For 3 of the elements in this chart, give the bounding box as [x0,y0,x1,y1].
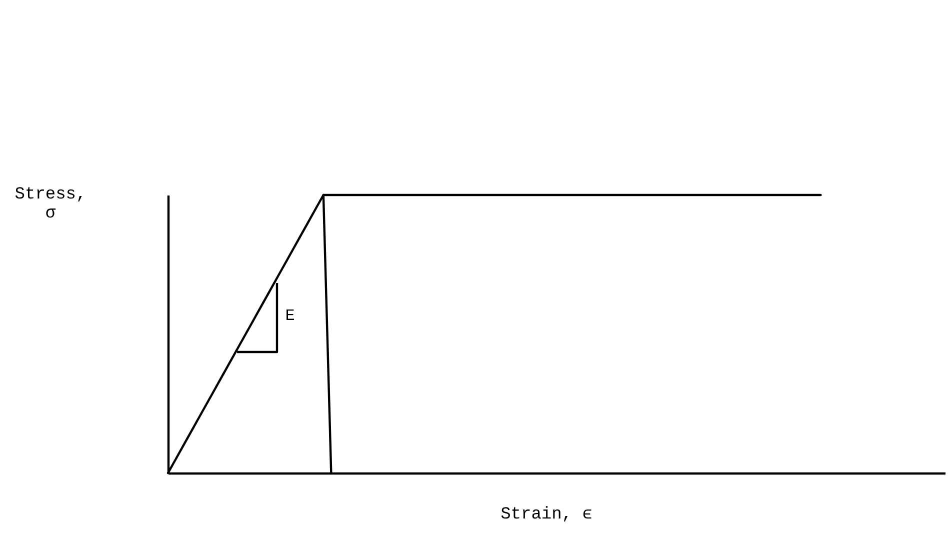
annotation: E [285,307,295,325]
y-axis-title: Stress, σ [14,186,86,224]
x-axis-title: Strain, ϵ [500,506,592,524]
